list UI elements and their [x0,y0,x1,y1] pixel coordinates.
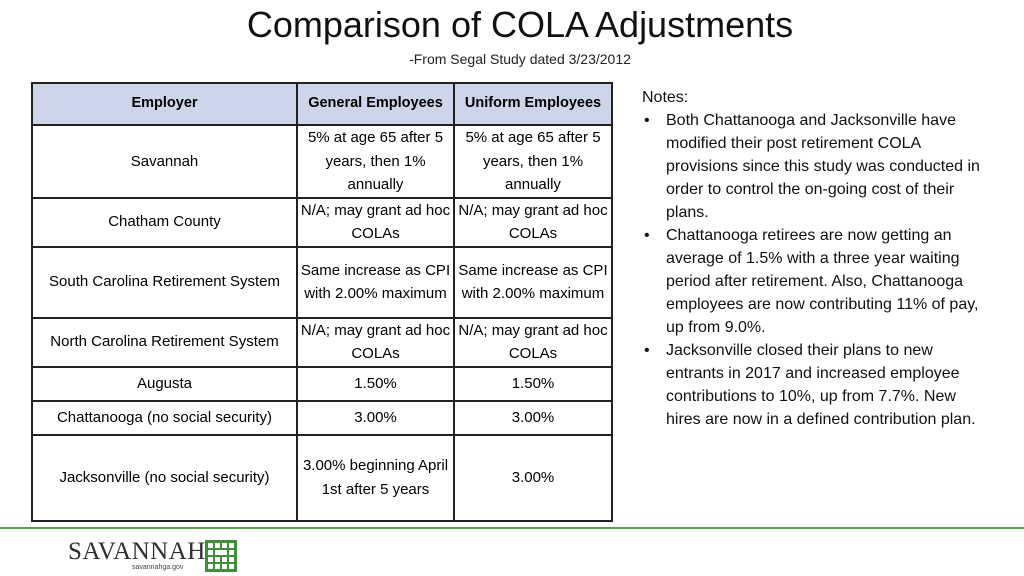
notes-panel: Notes: • Both Chattanooga and Jacksonvil… [642,86,994,431]
header-employer: Employer [31,82,298,126]
note-text: Jacksonville closed their plans to new e… [666,342,976,428]
page-title: Comparison of COLA Adjustments [246,4,794,45]
table-row: Chatham County N/A; may grant ad hoc COL… [31,196,613,248]
note-text: Both Chattanooga and Jacksonville have m… [666,112,980,221]
cola-comparison-table: Employer General Employees Uniform Emplo… [31,82,613,522]
notes-list: • Both Chattanooga and Jacksonville have… [642,109,994,431]
bullet-icon: • [644,342,650,359]
footer-divider [0,527,1024,529]
table-row: Augusta 1.50% 1.50% [31,365,613,402]
header-uniform-employees: Uniform Employees [453,82,613,126]
table-row: North Carolina Retirement System N/A; ma… [31,316,613,368]
cell-uniform: N/A; may grant ad hoc COLAs [453,196,613,248]
table-row: South Carolina Retirement System Same in… [31,245,613,319]
cell-general: 5% at age 65 after 5 years, then 1% annu… [296,124,455,199]
note-text: Chattanooga retirees are now getting an … [666,227,979,336]
cell-uniform: 3.00% [453,399,613,436]
page-subtitle: -From Segal Study dated 3/23/2012 [409,51,631,67]
cell-employer: North Carolina Retirement System [31,316,298,368]
cell-uniform: Same increase as CPI with 2.00% maximum [453,245,613,319]
cell-general: Same increase as CPI with 2.00% maximum [296,245,455,319]
cell-employer: Augusta [31,365,298,402]
header-general-employees: General Employees [296,82,455,126]
list-item: • Both Chattanooga and Jacksonville have… [642,109,994,224]
bullet-icon: • [644,227,650,244]
cell-general: 3.00% beginning April 1st after 5 years [296,433,455,522]
list-item: • Jacksonville closed their plans to new… [642,339,994,431]
cell-uniform: 3.00% [453,433,613,522]
cell-uniform: 1.50% [453,365,613,402]
cell-uniform: N/A; may grant ad hoc COLAs [453,316,613,368]
bullet-icon: • [644,112,650,129]
cell-general: 3.00% [296,399,455,436]
cell-employer: Chattanooga (no social security) [31,399,298,436]
logo-url: savannahga.gov [132,564,184,571]
cell-employer: Chatham County [31,196,298,248]
table-row: Jacksonville (no social security) 3.00% … [31,433,613,522]
cell-general: 1.50% [296,365,455,402]
city-grid-icon [205,540,237,572]
cell-employer: Jacksonville (no social security) [31,433,298,522]
logo-wordmark: SAVANNAH [68,538,206,565]
list-item: • Chattanooga retirees are now getting a… [642,224,994,339]
cell-employer: Savannah [31,124,298,199]
notes-heading: Notes: [642,89,689,106]
table-row: Savannah 5% at age 65 after 5 years, the… [31,124,613,199]
cell-general: N/A; may grant ad hoc COLAs [296,316,455,368]
cell-general: N/A; may grant ad hoc COLAs [296,196,455,248]
cell-uniform: 5% at age 65 after 5 years, then 1% annu… [453,124,613,199]
table-header-row: Employer General Employees Uniform Emplo… [31,82,613,126]
cell-employer: South Carolina Retirement System [31,245,298,319]
table-row: Chattanooga (no social security) 3.00% 3… [31,399,613,436]
savannah-logo: SAVANNAH savannahga.gov [68,538,240,574]
